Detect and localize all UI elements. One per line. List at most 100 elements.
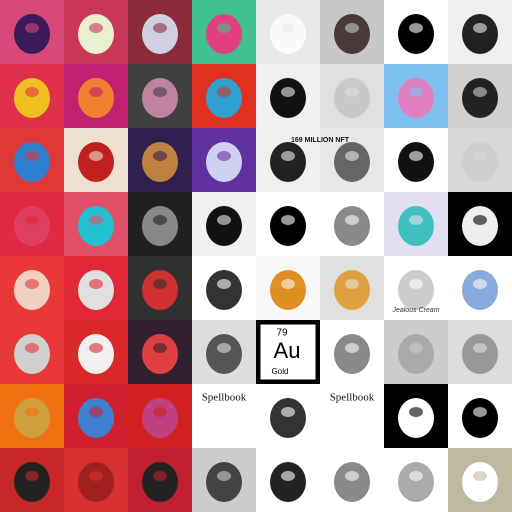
spellbook-title: Spellbook (202, 392, 247, 404)
tile-detail (217, 343, 231, 353)
tile-detail (25, 87, 39, 97)
tile-detail (89, 23, 103, 33)
tile-figure (206, 206, 242, 246)
tile-figure (398, 270, 434, 310)
tile-detail (473, 471, 487, 481)
element-name: Gold (272, 367, 289, 376)
tile-detail (345, 151, 359, 161)
tile-detail (473, 407, 487, 417)
tile-figure (334, 270, 370, 310)
tile-detail (153, 215, 167, 225)
tile-detail (153, 151, 167, 161)
tile-figure (78, 206, 114, 246)
tile-detail (473, 279, 487, 289)
tile-detail (409, 151, 423, 161)
tile-figure (206, 142, 242, 182)
tile-detail (89, 343, 103, 353)
tile-figure (270, 270, 306, 310)
tile-detail (409, 279, 423, 289)
tile-figure (78, 142, 114, 182)
tile-figure (270, 142, 306, 182)
tile-figure (462, 270, 498, 310)
tile-figure (142, 206, 178, 246)
tile-detail (217, 279, 231, 289)
tile-detail (217, 151, 231, 161)
tile-figure (462, 78, 498, 118)
tile-detail (409, 343, 423, 353)
tile-detail (217, 87, 231, 97)
tile-detail (409, 407, 423, 417)
tile-detail (153, 23, 167, 33)
element-number: 79 (276, 328, 288, 339)
tile-figure (14, 398, 50, 438)
tile-detail (473, 343, 487, 353)
tile-detail (153, 279, 167, 289)
tile-detail (25, 151, 39, 161)
tile-detail (89, 87, 103, 97)
tile (320, 384, 384, 448)
tile-detail (409, 215, 423, 225)
tile-figure (462, 462, 498, 502)
headline-text: 169 MILLION NFT (291, 137, 350, 144)
tile-figure (142, 334, 178, 374)
tile-detail (473, 23, 487, 33)
element-symbol: Au (274, 338, 301, 363)
tile-detail (281, 87, 295, 97)
tile-figure (14, 462, 50, 502)
tile-detail (473, 215, 487, 225)
labels: 169 MILLION NFT 79 Au Gold Spellbook Spe… (202, 137, 440, 404)
tile-figure (462, 398, 498, 438)
tile-detail (217, 215, 231, 225)
tile-figure (334, 14, 370, 54)
tile-detail (345, 279, 359, 289)
tile-figure (142, 270, 178, 310)
tile-figure (398, 14, 434, 54)
tile-figure (142, 462, 178, 502)
tile-figure (78, 270, 114, 310)
tile-figure (270, 78, 306, 118)
jar-text: Jealous Cream (391, 307, 439, 314)
tile-figure (334, 206, 370, 246)
tile-detail (345, 87, 359, 97)
tile-figure (270, 14, 306, 54)
spellbook-title: Spellbook (330, 392, 375, 404)
tile-figure (14, 78, 50, 118)
tile-figure (78, 78, 114, 118)
tile-detail (345, 23, 359, 33)
tile-figure (142, 142, 178, 182)
tile-detail (281, 279, 295, 289)
tile-detail (217, 23, 231, 33)
tile-detail (281, 215, 295, 225)
tile-figure (334, 462, 370, 502)
tile-figure (78, 334, 114, 374)
tile-detail (281, 407, 295, 417)
tile-figure (78, 462, 114, 502)
tile-figure (462, 142, 498, 182)
tile-detail (25, 279, 39, 289)
tile-figure (14, 270, 50, 310)
tile-detail (153, 407, 167, 417)
tile-detail (89, 279, 103, 289)
tile-figure (142, 14, 178, 54)
tile-detail (345, 471, 359, 481)
tile-figure (14, 334, 50, 374)
tile-figure (270, 206, 306, 246)
tile-detail (25, 471, 39, 481)
tile (192, 384, 256, 448)
tile-figure (14, 142, 50, 182)
tile-figure (462, 14, 498, 54)
tile-detail (89, 471, 103, 481)
tile-detail (153, 343, 167, 353)
tile-figure (142, 398, 178, 438)
tile-detail (409, 471, 423, 481)
tile-detail (473, 87, 487, 97)
tile-detail (281, 23, 295, 33)
tile-detail (89, 151, 103, 161)
tile-figure (334, 78, 370, 118)
tile-detail (25, 215, 39, 225)
tile-figure (334, 334, 370, 374)
tile-figure (206, 14, 242, 54)
tile-figure (398, 398, 434, 438)
tile-figure (78, 398, 114, 438)
